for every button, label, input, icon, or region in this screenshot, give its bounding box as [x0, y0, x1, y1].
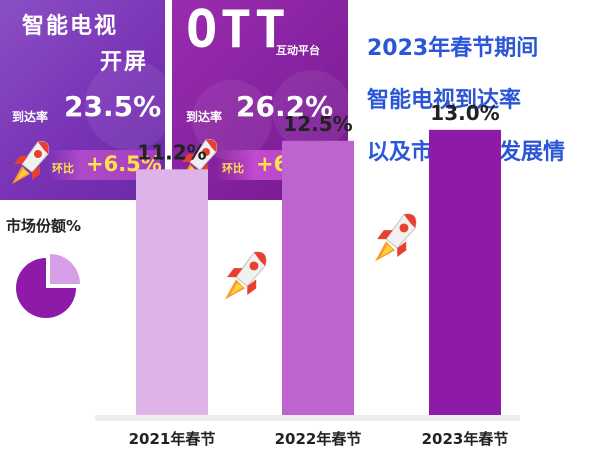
headline-line1: 2023年春节期间	[367, 36, 539, 61]
data-label-1: 12.5%	[283, 112, 352, 136]
ghost-decoration	[85, 60, 165, 150]
rocket-icon	[8, 138, 52, 192]
bar-1	[282, 140, 354, 415]
chart-baseline	[95, 415, 520, 421]
card1-rate-label: 到达率	[12, 110, 49, 124]
card2-rate-label: 到达率	[186, 110, 223, 124]
headline-line2: 智能电视到达率	[367, 88, 522, 113]
pie-chart-icon	[14, 252, 82, 324]
ott-card: OTT 互动平台 到达率 26.2% 环比 +6.8%	[172, 0, 348, 200]
x-tick-label-2: 2023年春节	[422, 430, 509, 448]
card1-hb-label: 环比	[52, 162, 74, 175]
rocket-icon	[370, 210, 420, 270]
data-label-0: 11.2%	[137, 140, 206, 164]
ghost-decoration	[272, 70, 348, 150]
card2-hb-label: 环比	[222, 162, 244, 175]
card2-title-small: 互动平台	[276, 44, 320, 57]
card2-title-big: OTT	[186, 0, 289, 60]
bar-0	[136, 169, 208, 415]
bar-2	[429, 129, 501, 415]
data-label-2: 13.0%	[430, 101, 499, 125]
card2-rate-value: 26.2%	[236, 90, 334, 123]
rocket-icon	[220, 248, 270, 308]
card1-rate-value: 23.5%	[64, 90, 162, 123]
card1-title-line1: 智能电视	[22, 14, 119, 39]
x-tick-label-0: 2021年春节	[129, 430, 216, 448]
chart-title: 市场份额%	[6, 217, 82, 235]
tv-boot-card: 智能电视 开屏 到达率 23.5% 环比 +6.5%	[0, 0, 165, 200]
x-tick-label-1: 2022年春节	[275, 430, 362, 448]
card1-title-line2: 开屏	[100, 50, 149, 75]
